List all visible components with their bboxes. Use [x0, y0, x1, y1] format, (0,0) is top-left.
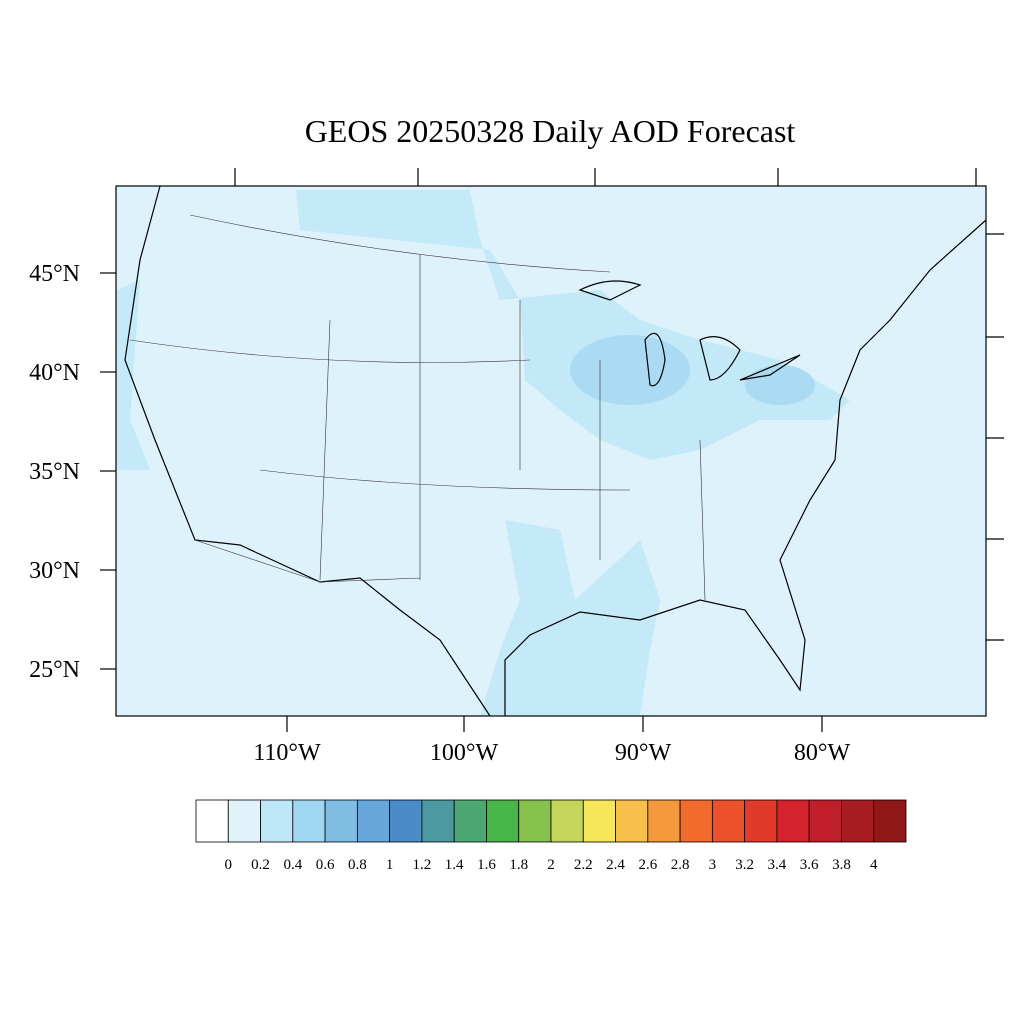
colorbar-label: 1.6: [477, 857, 496, 873]
colorbar-label: 1.8: [509, 857, 528, 873]
colorbar-box: [744, 799, 778, 843]
colorbar-box: [260, 799, 294, 843]
colorbar-box: [421, 799, 455, 843]
lon-label: 90°W: [615, 740, 672, 766]
colorbar-box: [324, 799, 358, 843]
colorbar-box: [195, 799, 229, 843]
colorbar-box: [808, 799, 842, 843]
lat-label: 45°N: [29, 261, 80, 287]
colorbar-box: [711, 799, 746, 843]
colorbar-box: [873, 799, 907, 843]
colorbar-box: [550, 799, 584, 843]
coastline: [124, 185, 987, 717]
lon-label: 110°W: [253, 740, 321, 766]
colorbar-label: 2.8: [671, 857, 690, 873]
colorbar-box: [841, 799, 875, 843]
colorbar-label: 2.6: [638, 857, 657, 873]
colorbar-label: 3.4: [768, 857, 787, 873]
lat-label: 30°N: [29, 558, 80, 584]
colorbar-box: [615, 799, 649, 843]
colorbar-box: [389, 799, 423, 843]
colorbar-box: [776, 799, 810, 843]
lon-label: 80°W: [794, 740, 851, 766]
colorbar-box: [227, 799, 261, 843]
colorbar-label: 1: [386, 857, 394, 873]
colorbar-box: [486, 799, 520, 843]
colorbar-label: 1.2: [413, 857, 432, 873]
colorbar-label: 0.8: [348, 857, 367, 873]
lat-label: 35°N: [29, 459, 80, 485]
lon-label: 100°W: [430, 740, 499, 766]
colorbar-label: 3.6: [800, 857, 819, 873]
colorbar-label: 2.2: [574, 857, 593, 873]
colorbar-label: 0.6: [316, 857, 335, 873]
aod-patches: [116, 190, 850, 716]
map-frame: [115, 185, 987, 717]
colorbar-label: 4: [870, 857, 878, 873]
colorbar-box: [647, 799, 681, 843]
colorbar-label: 3: [709, 857, 717, 873]
colorbar-label: 0.4: [283, 857, 302, 873]
colorbar-label: 2: [547, 857, 555, 873]
colorbar-box: [292, 799, 326, 843]
colorbar-label: 0: [225, 857, 233, 873]
lat-label: 40°N: [29, 360, 80, 386]
colorbar-box: [582, 799, 616, 843]
map-title: GEOS 20250328 Daily AOD Forecast: [305, 113, 796, 149]
state-borders: [129, 214, 706, 601]
colorbar-box: [518, 799, 552, 843]
colorbar-label: 3.2: [735, 857, 754, 873]
colorbar-label: 2.4: [606, 857, 625, 873]
colorbar-box: [356, 799, 391, 843]
colorbar-box: [453, 799, 487, 843]
frame-ticks: [100, 168, 1004, 732]
colorbar-label: 3.8: [832, 857, 851, 873]
lat-label: 25°N: [29, 657, 80, 683]
colorbar-label: 0.2: [251, 857, 270, 873]
colorbar-box: [679, 799, 713, 843]
colorbar-label: 1.4: [445, 857, 464, 873]
